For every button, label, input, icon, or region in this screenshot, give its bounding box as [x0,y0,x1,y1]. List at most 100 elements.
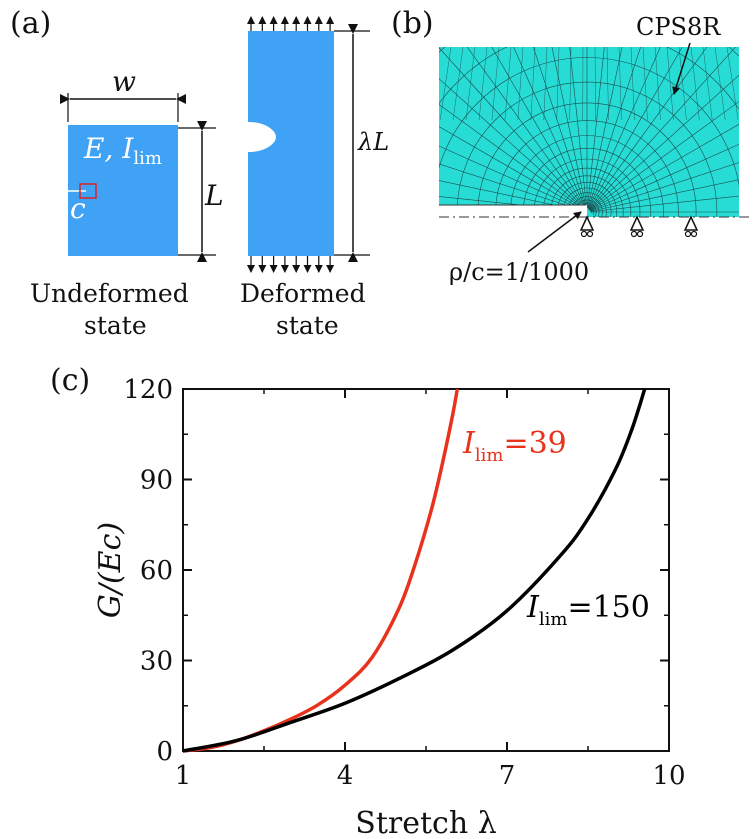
panel-b: (b) CPS8R ρ/c=1/1000 [391,6,753,286]
x-tick-label: 1 [175,761,192,791]
element-type-pointer [672,42,691,95]
y-tick-label: 0 [156,737,173,767]
mesh-line [738,47,739,121]
axis-ticks [182,388,670,752]
mesh-radial-line [439,47,588,213]
mesh-radial-line [586,47,739,213]
chart-series [182,388,647,753]
series-line-ilim-150 [182,388,647,753]
mesh-line [478,47,488,121]
mesh-radial-line [586,103,739,213]
mesh-line [439,47,440,121]
bottom-traction-arrows [247,256,335,273]
crack-tip-pointer [527,211,582,253]
mesh-radial-line [439,47,588,213]
y-axis-title: G/(Ec) [93,522,128,618]
mesh-line [517,47,524,121]
mesh-radial-line [439,47,588,213]
mesh-line [569,47,572,121]
mesh-line [504,47,512,121]
width-label: w [112,65,136,98]
mesh-line [556,47,560,121]
x-tick-label: 7 [499,761,516,791]
panel-b-label: (b) [391,6,434,41]
mesh-radial-line [439,103,588,213]
mesh-radial-line [586,47,739,213]
mesh-radial-line [439,47,588,213]
top-traction-arrows [247,16,335,31]
mesh-line [714,47,726,121]
mesh-line [630,47,635,121]
ratio-label: ρ/c=1/1000 [449,258,589,286]
mesh-radial-line [586,157,739,213]
mesh-line [666,47,674,121]
mesh-radial-line [439,51,588,213]
y-tick-label: 60 [140,556,173,586]
y-tick-label: 120 [123,375,173,405]
series-label-ilim-150: Ilim=150 [526,590,650,630]
roller-support [629,215,645,238]
mesh-radial-line [586,47,739,213]
mesh-radial-line [439,47,588,213]
mesh-radial-line [586,47,739,213]
mesh-line [594,47,596,121]
deformed-caption-line-1: Deformed [240,279,366,308]
roller-support [683,215,699,238]
panel-a-label: (a) [10,6,51,41]
mesh-radial-line [586,47,739,213]
mesh-line [726,47,739,121]
mesh-line [452,47,464,121]
mesh-line [702,47,713,121]
panel-c-label: (c) [50,363,90,398]
mesh-radial-line [586,51,739,213]
undeformed-caption-line-1: Undeformed [30,279,189,308]
series-label-ilim-39: Ilim=39 [462,426,567,466]
mesh-line [606,47,609,121]
mesh-arc [439,57,739,217]
x-axis-title: Stretch λ [355,806,496,839]
crack-highlight-box [79,183,97,199]
mesh-line [465,47,476,121]
mesh-line [530,47,536,121]
undeformed-caption-line-2: state [84,311,147,340]
panel-c: (c) 1 4 7 10 0 30 60 90 120 G/(Ec) Stretch λ Ili… [50,363,686,839]
mesh-line [642,47,648,121]
x-tick-label: 10 [652,761,685,791]
mesh-line [543,47,548,121]
deformed-caption-line-2: state [276,311,339,340]
mesh-radial-line [478,47,588,213]
roller-support [579,215,595,238]
mesh-line [678,47,687,121]
panel-a: (a) w E, Ilim c L λL Undeformed state De… [10,6,389,340]
x-tick-label: 4 [337,761,354,791]
mesh-radial-line [439,47,588,213]
mesh-radial-line [586,47,696,213]
mesh-radial-line [586,47,739,213]
y-tick-label: 30 [140,647,173,677]
y-tick-label: 90 [140,466,173,496]
crack-label: c [70,192,86,225]
mesh-radial-line [439,157,588,213]
mesh-radial-line [532,47,588,213]
mesh-line [439,47,452,121]
element-type-label: CPS8R [636,13,721,41]
mesh-line [690,47,700,121]
mesh-radial-line [439,47,588,213]
mesh-line [491,47,500,121]
crack-face [439,205,587,217]
mesh-line [618,47,622,121]
mesh-radial-line [586,47,739,213]
deformed-crack-opening [248,122,276,152]
mesh-radial-line [439,47,588,213]
series-line-ilim-39 [182,388,460,753]
tick-labels: 1 4 7 10 0 30 60 90 120 [123,375,685,791]
material-label: E, Ilim [83,132,162,169]
length-label: L [204,179,224,212]
mesh-line [654,47,661,121]
mesh-radial-line [439,47,588,213]
mesh-radial-line [586,47,739,213]
stretched-length-label: λL [357,128,389,156]
plot-area-frame [182,388,670,752]
